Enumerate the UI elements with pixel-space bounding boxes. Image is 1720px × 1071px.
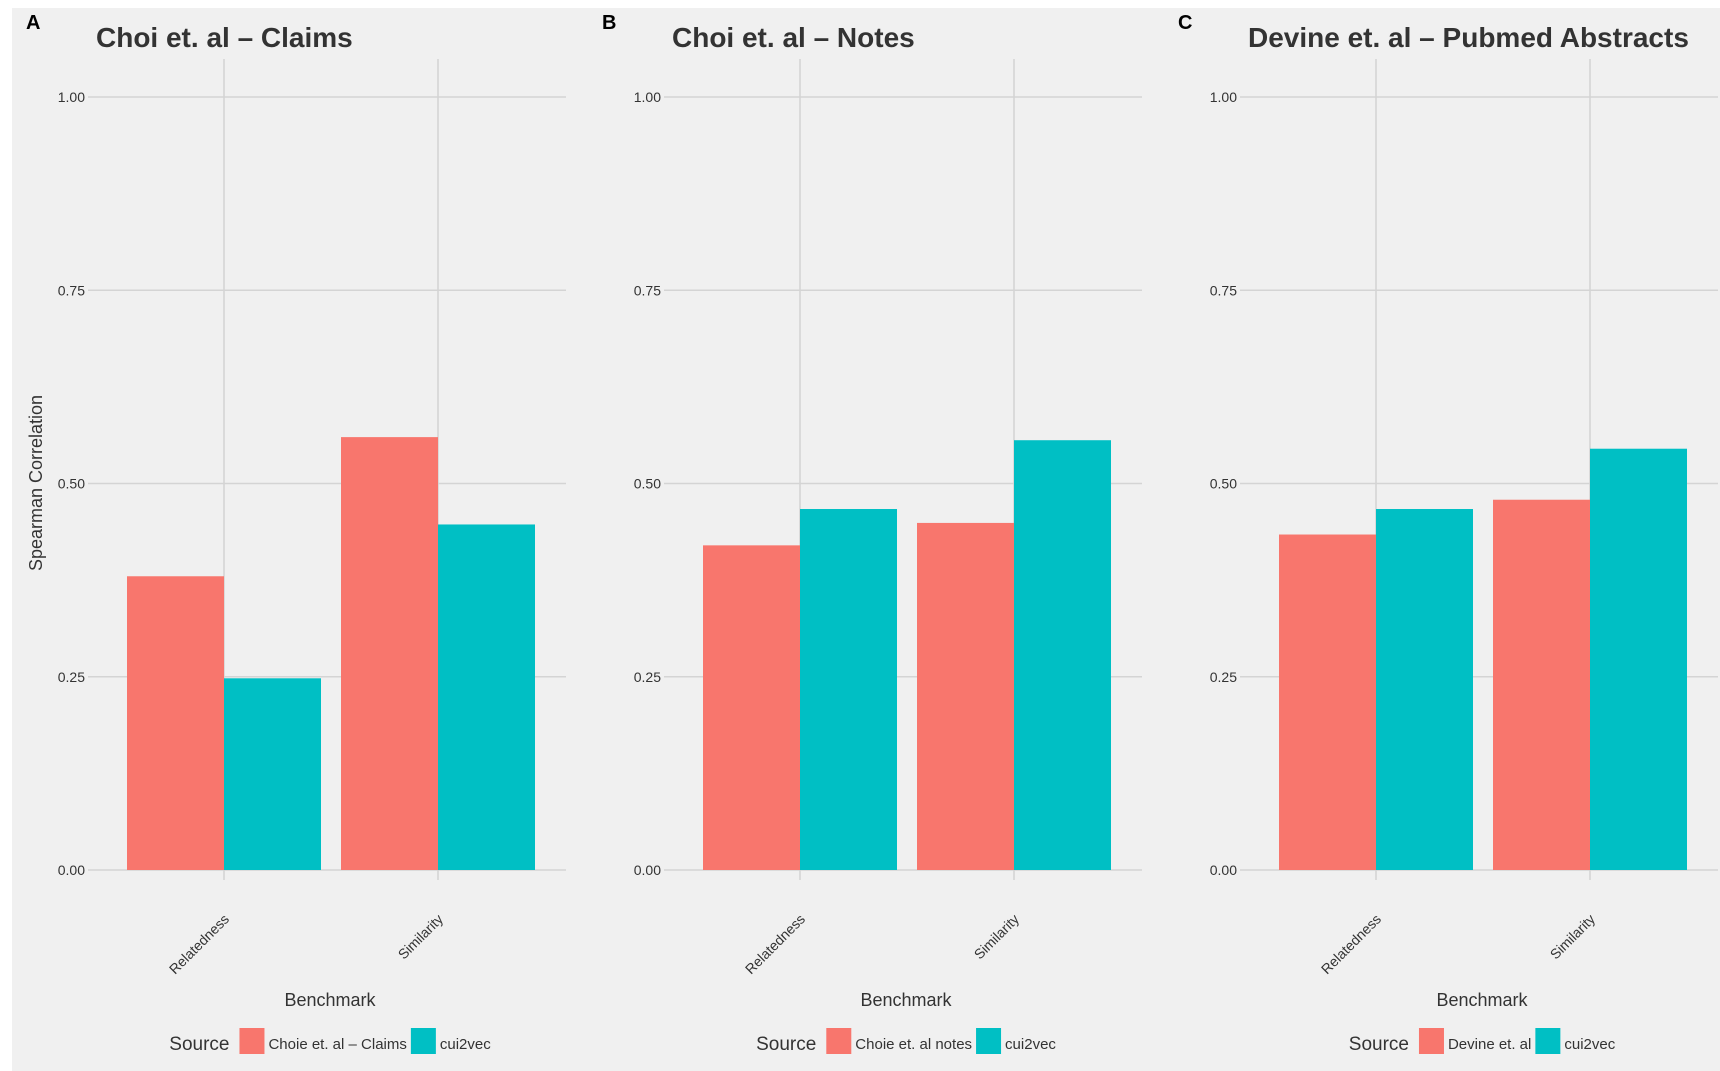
legend-label: Choie et. al notes (855, 1036, 972, 1053)
x-axis-title: Benchmark (284, 990, 376, 1010)
bar-similarity-series-1 (1493, 499, 1590, 870)
panel-letter: A (26, 12, 40, 34)
panel-letter: C (1178, 12, 1192, 34)
chart-svg: A Choi et. al – Claims 0.00 0.25 0.50 0.75 1.0… (26, 12, 1718, 1055)
y-tick-label: 0.25 (634, 669, 661, 685)
legend-label: cui2vec (1005, 1036, 1056, 1053)
bar-relatedness-series-1 (1279, 534, 1376, 870)
bar-similarity-series-1 (917, 522, 1014, 870)
bar-relatedness-series-2 (224, 678, 321, 870)
y-tick-label: 0.00 (634, 862, 661, 878)
legend-label: Devine et. al (1448, 1036, 1531, 1053)
panel-c: C Devine et. al – Pubmed Abstracts 0.00 0.2… (1178, 12, 1718, 1055)
x-tick-label: Similarity (1547, 911, 1598, 962)
y-tick-label: 1.00 (634, 89, 661, 105)
panel-a: A Choi et. al – Claims 0.00 0.25 0.50 0.75 1.0… (26, 12, 566, 1055)
bar-relatedness-series-2 (1376, 509, 1473, 870)
y-tick-label: 0.25 (1210, 669, 1237, 685)
x-tick-label: Similarity (971, 911, 1022, 962)
bar-similarity-series-2 (1590, 448, 1687, 870)
bar-similarity-series-2 (438, 524, 535, 870)
panel-title: Choi et. al – Claims (96, 22, 353, 53)
panel-title: Choi et. al – Notes (672, 22, 915, 53)
bar-similarity-series-2 (1014, 440, 1111, 870)
figure: A Choi et. al – Claims 0.00 0.25 0.50 0.75 1.0… (12, 8, 1720, 1071)
legend-title: Source (1349, 1034, 1409, 1055)
x-tick-label: Relatedness (1318, 911, 1384, 977)
y-tick-label: 0.00 (58, 862, 85, 878)
x-tick-label: Similarity (395, 911, 446, 962)
legend-label: cui2vec (1564, 1036, 1615, 1053)
y-tick-label: 0.75 (634, 282, 661, 298)
legend-key-series-2 (976, 1028, 1002, 1054)
y-tick-label: 0.50 (58, 476, 85, 492)
legend-key-series-1 (239, 1028, 265, 1054)
legend-key-series-1 (1418, 1028, 1444, 1054)
bar-relatedness-series-1 (703, 545, 800, 870)
y-tick-label: 0.75 (58, 282, 85, 298)
legend-label: cui2vec (440, 1036, 491, 1053)
panel-title: Devine et. al – Pubmed Abstracts (1248, 22, 1689, 53)
y-tick-label: 0.50 (634, 476, 661, 492)
y-tick-label: 1.00 (58, 89, 85, 105)
y-tick-label: 0.25 (58, 669, 85, 685)
x-tick-label: Relatedness (742, 911, 808, 977)
legend-key-series-1 (826, 1028, 852, 1054)
panel-letter: B (602, 12, 616, 34)
legend-key-series-2 (410, 1028, 436, 1054)
x-tick-label: Relatedness (166, 911, 232, 977)
legend-label: Choie et. al – Claims (268, 1036, 406, 1053)
y-tick-label: 1.00 (1210, 89, 1237, 105)
panel-b: B Choi et. al – Notes 0.00 0.25 0.50 0.75 1.00… (602, 12, 1142, 1055)
x-axis-title: Benchmark (1436, 990, 1528, 1010)
y-tick-label: 0.00 (1210, 862, 1237, 878)
x-axis-title: Benchmark (860, 990, 952, 1010)
bar-relatedness-series-1 (127, 576, 224, 870)
y-axis-title: Spearman Correlation (26, 395, 46, 571)
y-tick-label: 0.50 (1210, 476, 1237, 492)
legend-title: Source (169, 1034, 229, 1055)
bar-similarity-series-1 (341, 437, 438, 870)
legend-title: Source (756, 1034, 816, 1055)
legend-key-series-2 (1535, 1028, 1561, 1054)
y-tick-label: 0.75 (1210, 282, 1237, 298)
bar-relatedness-series-2 (800, 509, 897, 870)
